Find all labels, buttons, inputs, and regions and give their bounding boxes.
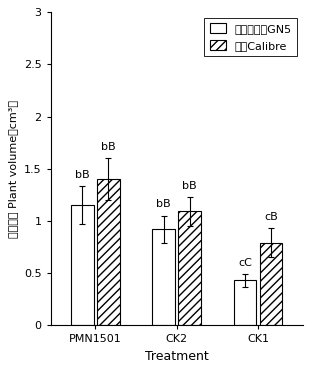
Text: cB: cB <box>264 212 278 222</box>
Bar <box>260 243 282 325</box>
Bar <box>71 205 94 325</box>
Bar <box>152 229 175 325</box>
Text: bB: bB <box>156 199 171 209</box>
Bar <box>178 211 201 325</box>
Bar <box>97 179 120 325</box>
Y-axis label: 植株体积 Plant volume（cm³）: 植株体积 Plant volume（cm³） <box>8 100 18 238</box>
Legend: 紫花苜蒿花GN5, 燕麦Calibre: 紫花苜蒿花GN5, 燕麦Calibre <box>204 18 297 56</box>
Text: bB: bB <box>101 142 116 152</box>
X-axis label: Treatment: Treatment <box>145 349 209 363</box>
Text: bB: bB <box>75 170 90 180</box>
Bar <box>234 280 256 325</box>
Text: bB: bB <box>182 181 197 191</box>
Text: cC: cC <box>238 258 252 268</box>
